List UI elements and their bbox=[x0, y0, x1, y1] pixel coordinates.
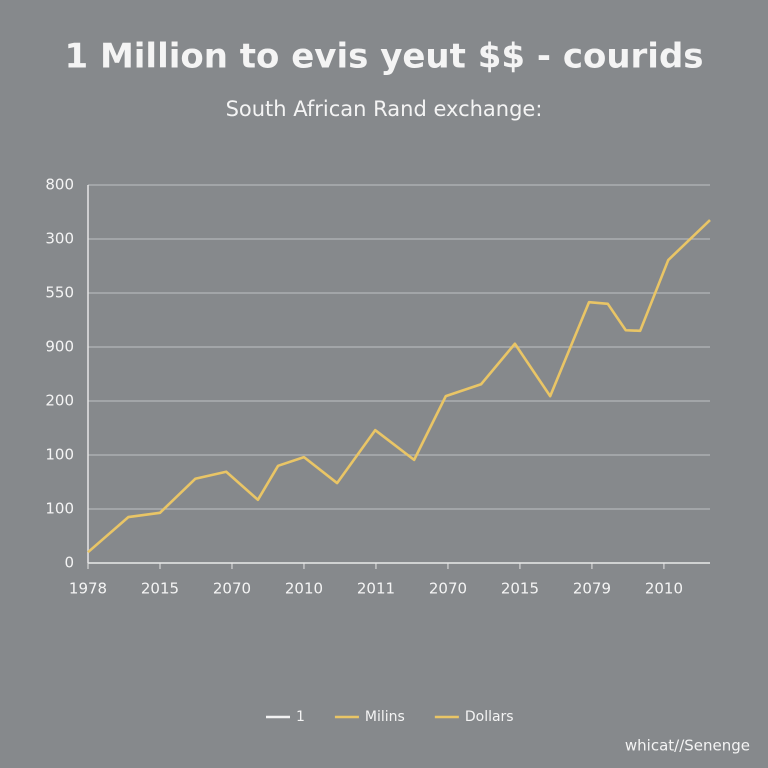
x-tick-label: 2011 bbox=[357, 580, 395, 598]
chart-subtitle: South African Rand exchange: bbox=[226, 97, 543, 121]
x-tick-label: 2015 bbox=[141, 580, 179, 598]
data-line bbox=[87, 219, 711, 554]
y-tick-label: 800 bbox=[45, 176, 74, 194]
x-tick-label: 1978 bbox=[69, 580, 107, 598]
y-tick-label: 550 bbox=[45, 284, 74, 302]
x-tick-label: 2010 bbox=[645, 580, 683, 598]
x-tick-label: 2015 bbox=[501, 580, 539, 598]
chart-title: 1 Million to evis yeut $$ - courids bbox=[64, 37, 703, 77]
x-tick-label: 2070 bbox=[213, 580, 251, 598]
x-tick-label: 2010 bbox=[285, 580, 323, 598]
y-tick-label: 300 bbox=[45, 230, 74, 248]
y-tick-label: 200 bbox=[45, 392, 74, 410]
footer: whicat//Senenge bbox=[625, 737, 750, 755]
legend-label: Milins bbox=[365, 709, 405, 725]
y-tick-label: 100 bbox=[45, 500, 74, 518]
y-tick-label: 0 bbox=[64, 554, 74, 572]
x-tick-label: 2079 bbox=[573, 580, 611, 598]
y-tick-label: 100 bbox=[45, 446, 74, 464]
y-tick-label: 900 bbox=[45, 338, 74, 356]
x-tick-label: 2070 bbox=[429, 580, 467, 598]
legend-label: Dollars bbox=[465, 709, 514, 725]
legend-label: 1 bbox=[296, 709, 305, 725]
